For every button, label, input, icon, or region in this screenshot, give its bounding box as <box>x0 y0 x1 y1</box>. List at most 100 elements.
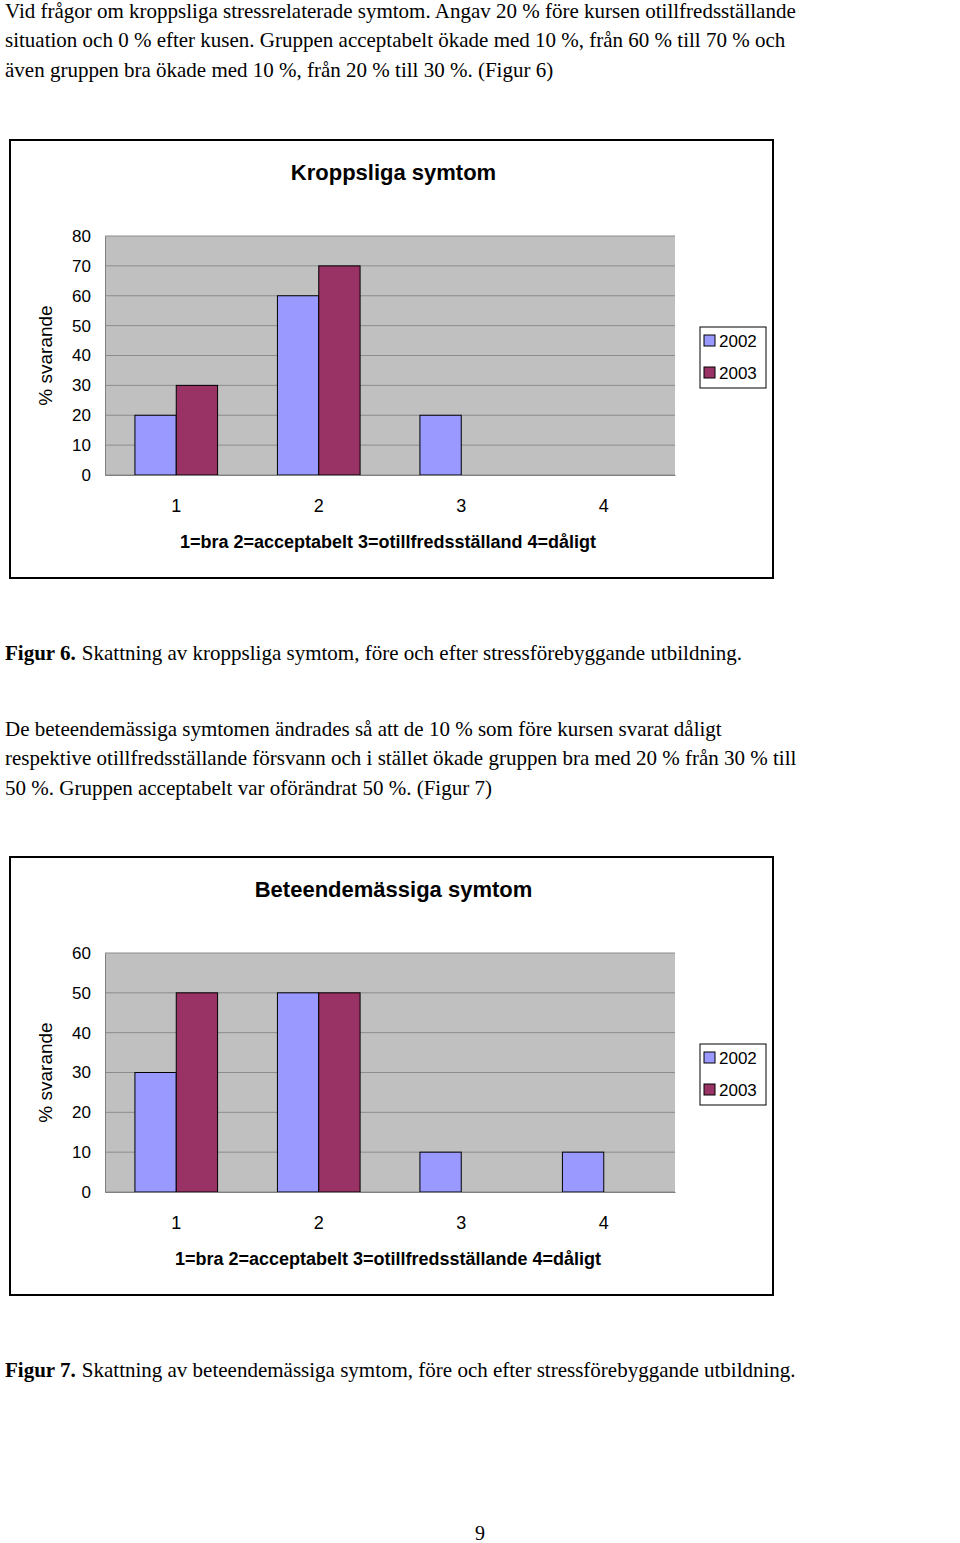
y-axis-line <box>105 237 106 476</box>
y-tick: 40 <box>72 346 105 365</box>
x-tick: 4 <box>599 475 609 516</box>
bar-series <box>135 993 604 1192</box>
legend-label: 2003 <box>719 364 757 383</box>
y-tick-label: 50 <box>72 317 91 336</box>
paragraph-line: Vid frågor om kroppsliga stressrelaterad… <box>5 0 796 23</box>
bar <box>420 415 461 475</box>
legend-label: 2002 <box>719 332 757 351</box>
y-tick: 10 <box>72 436 105 455</box>
y-tick: 30 <box>72 1063 105 1082</box>
y-tick: 80 <box>72 227 105 246</box>
grid-line <box>105 355 675 356</box>
bars <box>135 993 604 1192</box>
x-tick: 1 <box>171 475 181 516</box>
paragraph: Vid frågor om kroppsliga stressrelaterad… <box>5 0 796 82</box>
y-tick-label: 30 <box>72 1063 91 1082</box>
y-tick-label: 60 <box>72 944 91 963</box>
caption: Figur 7.Skattning av beteendemässiga sym… <box>5 1358 796 1382</box>
x-tick-label: 1 <box>171 496 181 516</box>
paragraph-line: De beteendemässiga symtomen ändrades så … <box>5 717 722 741</box>
grid-line <box>105 265 675 266</box>
bar <box>135 415 176 475</box>
paragraph-line: situation och 0 % efter kusen. Gruppen a… <box>5 28 786 52</box>
x-tick-label: 3 <box>456 496 466 516</box>
page-number: 9 <box>475 1522 485 1543</box>
bar <box>420 1152 461 1192</box>
bar <box>461 1192 502 1193</box>
caption-label: Figur 7. <box>5 1358 76 1382</box>
y-tick: 60 <box>72 287 105 306</box>
bar <box>319 993 360 1192</box>
bar <box>319 266 360 475</box>
y-axis: 0 10 20 30 40 50 60 70 80 <box>72 227 105 485</box>
y-tick: 60 <box>72 944 105 963</box>
legend-swatch <box>704 335 715 346</box>
x-tick-label: 2 <box>314 496 324 516</box>
legend: 2002 2003 <box>700 327 766 388</box>
x-axis: 1 2 3 4 <box>106 1192 676 1233</box>
chart-title: Kroppsliga symtom <box>291 160 496 185</box>
y-tick: 20 <box>72 1103 105 1122</box>
y-tick: 0 <box>82 466 105 485</box>
y-tick: 30 <box>72 376 105 395</box>
y-tick-label: 0 <box>82 1183 91 1202</box>
y-axis-title: % svarande <box>35 305 56 405</box>
chart: Kroppsliga symtom 0 10 20 30 40 50 60 70 80 1 2 3 41=… <box>10 140 773 578</box>
chart: Beteendemässiga symtom010203040506012341… <box>10 857 773 1295</box>
x-tick: 2 <box>314 1192 324 1233</box>
bar <box>461 475 502 476</box>
y-tick-label: 20 <box>72 406 91 425</box>
x-tick-label: 4 <box>599 1213 609 1233</box>
grid-line <box>105 953 675 954</box>
grid-line <box>105 295 675 296</box>
x-axis: 1 2 3 4 <box>106 475 676 516</box>
y-tick: 50 <box>72 984 105 1003</box>
legend-box <box>700 327 766 388</box>
bar <box>277 993 318 1192</box>
y-tick-label: 20 <box>72 1103 91 1122</box>
plot-area <box>105 953 675 1192</box>
grid <box>105 953 675 1192</box>
bar-series <box>176 266 360 475</box>
y-tick-label: 80 <box>72 227 91 246</box>
bar <box>604 1192 645 1193</box>
page: Vid frågor om kroppsliga stressrelaterad… <box>0 0 960 1543</box>
chart-frame <box>10 140 773 578</box>
grid-line <box>105 325 675 326</box>
bar <box>562 1152 603 1192</box>
legend-label: 2002 <box>719 1049 757 1068</box>
y-tick-label: 10 <box>72 436 91 455</box>
y-tick-label: 30 <box>72 376 91 395</box>
caption-text: Skattning av beteendemässiga symtom, för… <box>82 1358 796 1382</box>
bar-series <box>135 296 461 475</box>
y-tick-label: 0 <box>82 466 91 485</box>
x-tick-label: 1 <box>171 1213 181 1233</box>
y-tick: 70 <box>72 257 105 276</box>
y-axis: 0102030405060 <box>72 944 105 1202</box>
bar <box>604 475 645 476</box>
paragraph-line: respektive otillfredsställande försvann … <box>5 746 797 770</box>
x-tick-label: 3 <box>456 1213 466 1233</box>
caption: Figur 6.Skattning av kroppsliga symtom, … <box>5 641 742 665</box>
grid-line <box>105 236 675 237</box>
x-tick: 2 <box>314 475 324 516</box>
y-axis-title: % svarande <box>35 1022 56 1122</box>
x-tick: 3 <box>456 475 466 516</box>
bar <box>135 1073 176 1193</box>
x-tick: 4 <box>599 1192 609 1233</box>
bar <box>176 993 217 1192</box>
paragraph-line: även gruppen bra ökade med 10 %, från 20… <box>5 58 553 82</box>
x-tick-label: 4 <box>599 496 609 516</box>
legend-label: 2003 <box>719 1081 757 1100</box>
plot-area <box>105 236 675 475</box>
chart-title: Beteendemässiga symtom <box>255 877 533 902</box>
paragraph-line: 50 %. Gruppen acceptabelt var oförändrat… <box>5 776 492 800</box>
bar <box>562 475 603 476</box>
y-tick: 40 <box>72 1024 105 1043</box>
legend-box <box>700 1044 766 1105</box>
grid <box>105 236 675 475</box>
legend-swatch <box>704 1052 715 1063</box>
caption-label: Figur 6. <box>5 641 76 665</box>
x-axis-title: 1=bra 2=acceptabelt 3=otillfredsställand… <box>180 532 596 552</box>
y-axis-line <box>105 954 106 1193</box>
